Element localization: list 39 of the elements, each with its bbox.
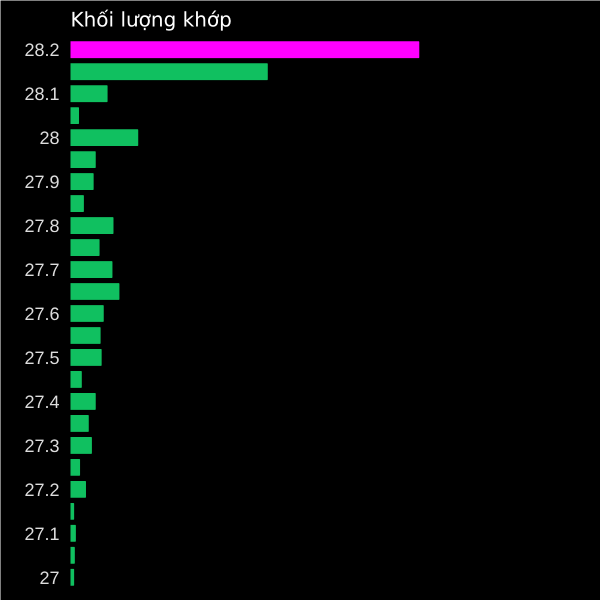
- y-tick-label: 27: [39, 568, 60, 588]
- y-tick-label: 28: [39, 128, 60, 148]
- y-tick-label: 28.1: [24, 84, 60, 104]
- bar: [70, 305, 104, 322]
- bar: [70, 502, 74, 520]
- y-tick-label: 27.1: [24, 524, 60, 544]
- bar: [70, 327, 101, 344]
- bar: [70, 239, 100, 256]
- y-tick-label: 27.6: [24, 304, 60, 324]
- bar: [70, 436, 92, 454]
- y-tick-label: 27.5: [24, 348, 60, 368]
- bar: [70, 458, 80, 476]
- chart-title: Khối lượng khớp: [70, 8, 232, 32]
- bar: [70, 41, 420, 58]
- y-tick-label: 27.7: [24, 260, 60, 280]
- bar: [70, 129, 138, 146]
- bar: [70, 524, 76, 542]
- bar: [70, 371, 82, 388]
- bar: [70, 415, 89, 432]
- bar: [70, 393, 96, 410]
- bar: [70, 568, 74, 586]
- y-tick-label: 27.8: [24, 216, 60, 236]
- bar: [70, 63, 268, 80]
- bar: [70, 283, 120, 300]
- bar: [70, 107, 80, 124]
- bar: [70, 217, 114, 234]
- y-tick-label: 27.9: [24, 172, 60, 192]
- y-tick-label: 28.2: [24, 40, 60, 60]
- y-tick-label: 27.2: [24, 480, 60, 500]
- bar: [70, 85, 108, 102]
- y-tick-label: 27.4: [24, 392, 60, 412]
- bar: [70, 173, 94, 190]
- bar: [70, 195, 84, 212]
- bar: [70, 151, 96, 168]
- bar: [70, 261, 112, 278]
- bar: [70, 480, 86, 498]
- bar: [70, 349, 102, 366]
- bar: [70, 546, 75, 564]
- y-tick-label: 27.3: [24, 436, 60, 456]
